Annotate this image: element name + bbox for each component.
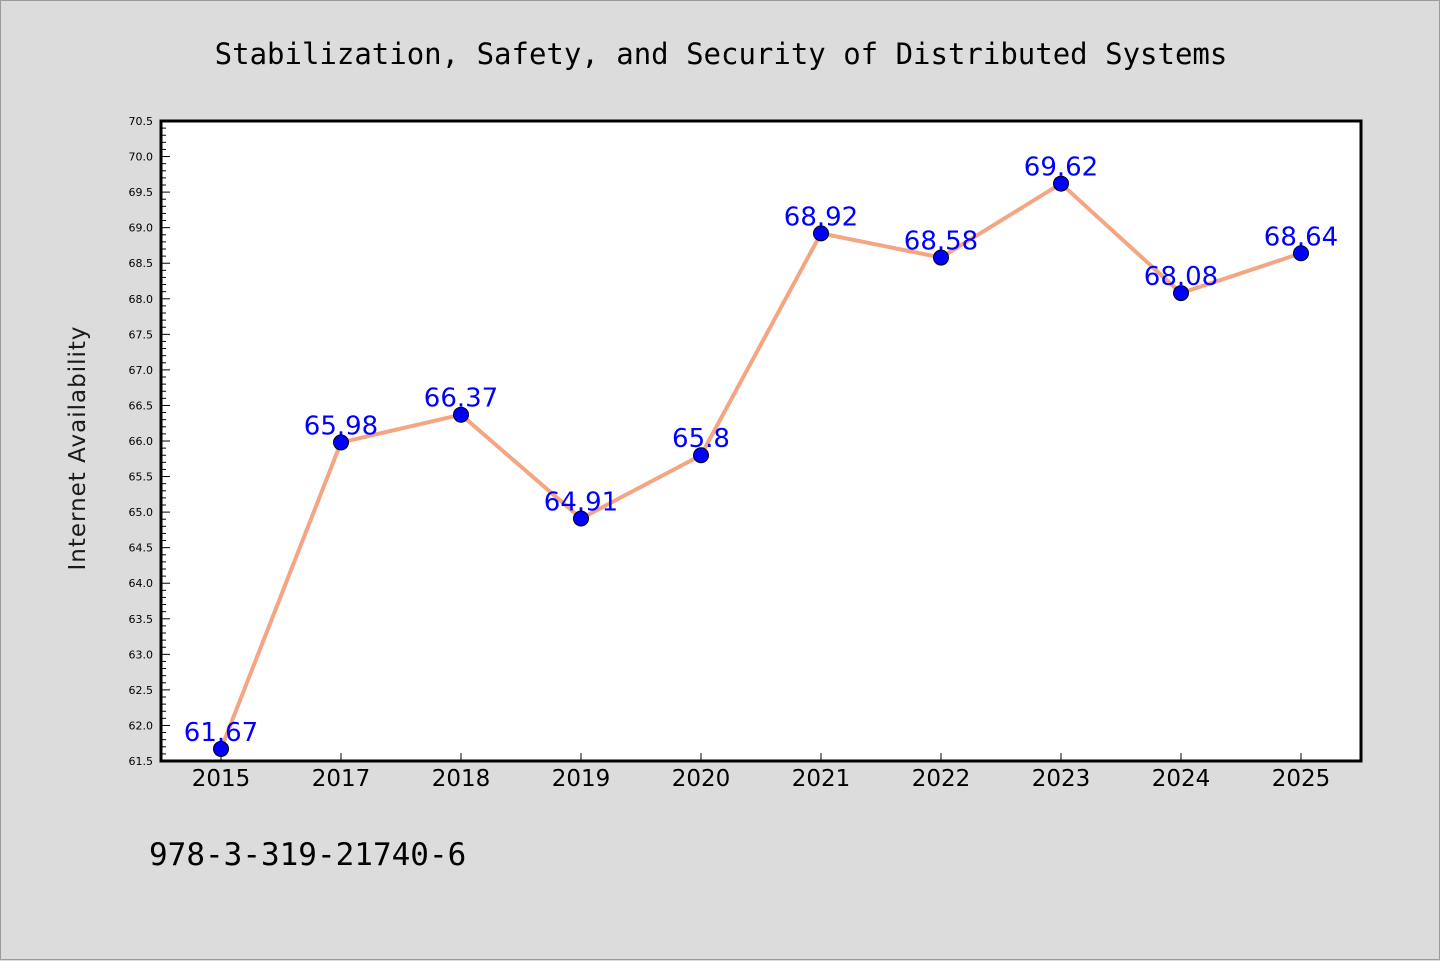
y-tick-label: 62.5 [129,684,154,697]
y-tick-label: 67.0 [129,364,154,377]
x-tick-label: 2021 [792,766,851,792]
data-label: 64.91 [544,488,618,518]
data-label: 61.67 [184,718,258,748]
data-point [1053,175,1069,192]
y-tick-label: 70.0 [129,151,154,164]
data-label: 68.58 [904,227,978,257]
y-tick-label: 65.0 [129,506,154,519]
data-point [453,406,469,423]
y-tick-label: 63.5 [129,613,154,626]
data-label: 65.8 [672,424,730,454]
y-tick-label: 69.5 [129,186,154,199]
y-tick-label: 67.5 [129,328,154,341]
data-point [1173,285,1189,302]
data-point [1293,245,1309,262]
x-tick-label: 2019 [552,766,611,792]
x-tick-label: 2020 [672,766,731,792]
y-tick-label: 66.0 [129,435,154,448]
y-tick-label: 68.0 [129,293,154,306]
series-line [219,181,1302,750]
isbn-text: 978-3-319-21740-6 [149,837,466,873]
y-axis-ticks: 61.5 62.0 62.5 63.0 63.5 64.0 64.5 65.0 65.5 66.0… [129,115,170,768]
y-tick-label: 62.0 [129,719,154,732]
x-tick-label: 2025 [1272,766,1331,792]
y-tick-label: 64.0 [129,577,154,590]
chart-title: Stabilization, Safety, and Security of D… [215,37,1228,71]
data-point [213,740,229,757]
data-point [333,434,349,451]
y-tick-label: 63.0 [129,648,154,661]
data-label: 68.92 [784,202,858,232]
x-tick-label: 2018 [432,766,491,792]
data-label: 68.08 [1144,262,1218,292]
data-label: 66.37 [424,384,498,414]
data-label: 69.62 [1024,153,1098,183]
data-point [813,225,829,242]
data-point [933,249,949,266]
x-tick-label: 2023 [1032,766,1091,792]
y-tick-label: 69.0 [129,222,154,235]
y-tick-label: 68.5 [129,257,154,270]
plot-area [159,119,1363,763]
y-tick-label: 70.5 [129,115,154,128]
x-axis-ticks: 2015 2017 2018 2019 2020 2021 2022 2023 2024 2025 [192,753,1331,792]
y-tick-label: 65.5 [129,471,154,484]
y-axis-label: Internet Availability [65,325,91,570]
data-point [573,510,589,527]
series-layer [213,175,1309,757]
y-tick-label: 64.5 [129,542,154,555]
x-tick-label: 2017 [312,766,371,792]
x-tick-label: 2022 [912,766,971,792]
x-tick-label: 2024 [1152,766,1211,792]
data-label: 68.64 [1264,222,1338,252]
data-point [693,447,709,464]
x-tick-label: 2015 [192,766,251,792]
data-label: 65.98 [304,411,378,441]
y-tick-label: 61.5 [129,755,154,768]
data-labels: 61.67 65.98 66.37 64.91 65.8 68.92 68.58 69.62 6… [184,153,1338,748]
y-tick-label: 66.5 [129,399,154,412]
